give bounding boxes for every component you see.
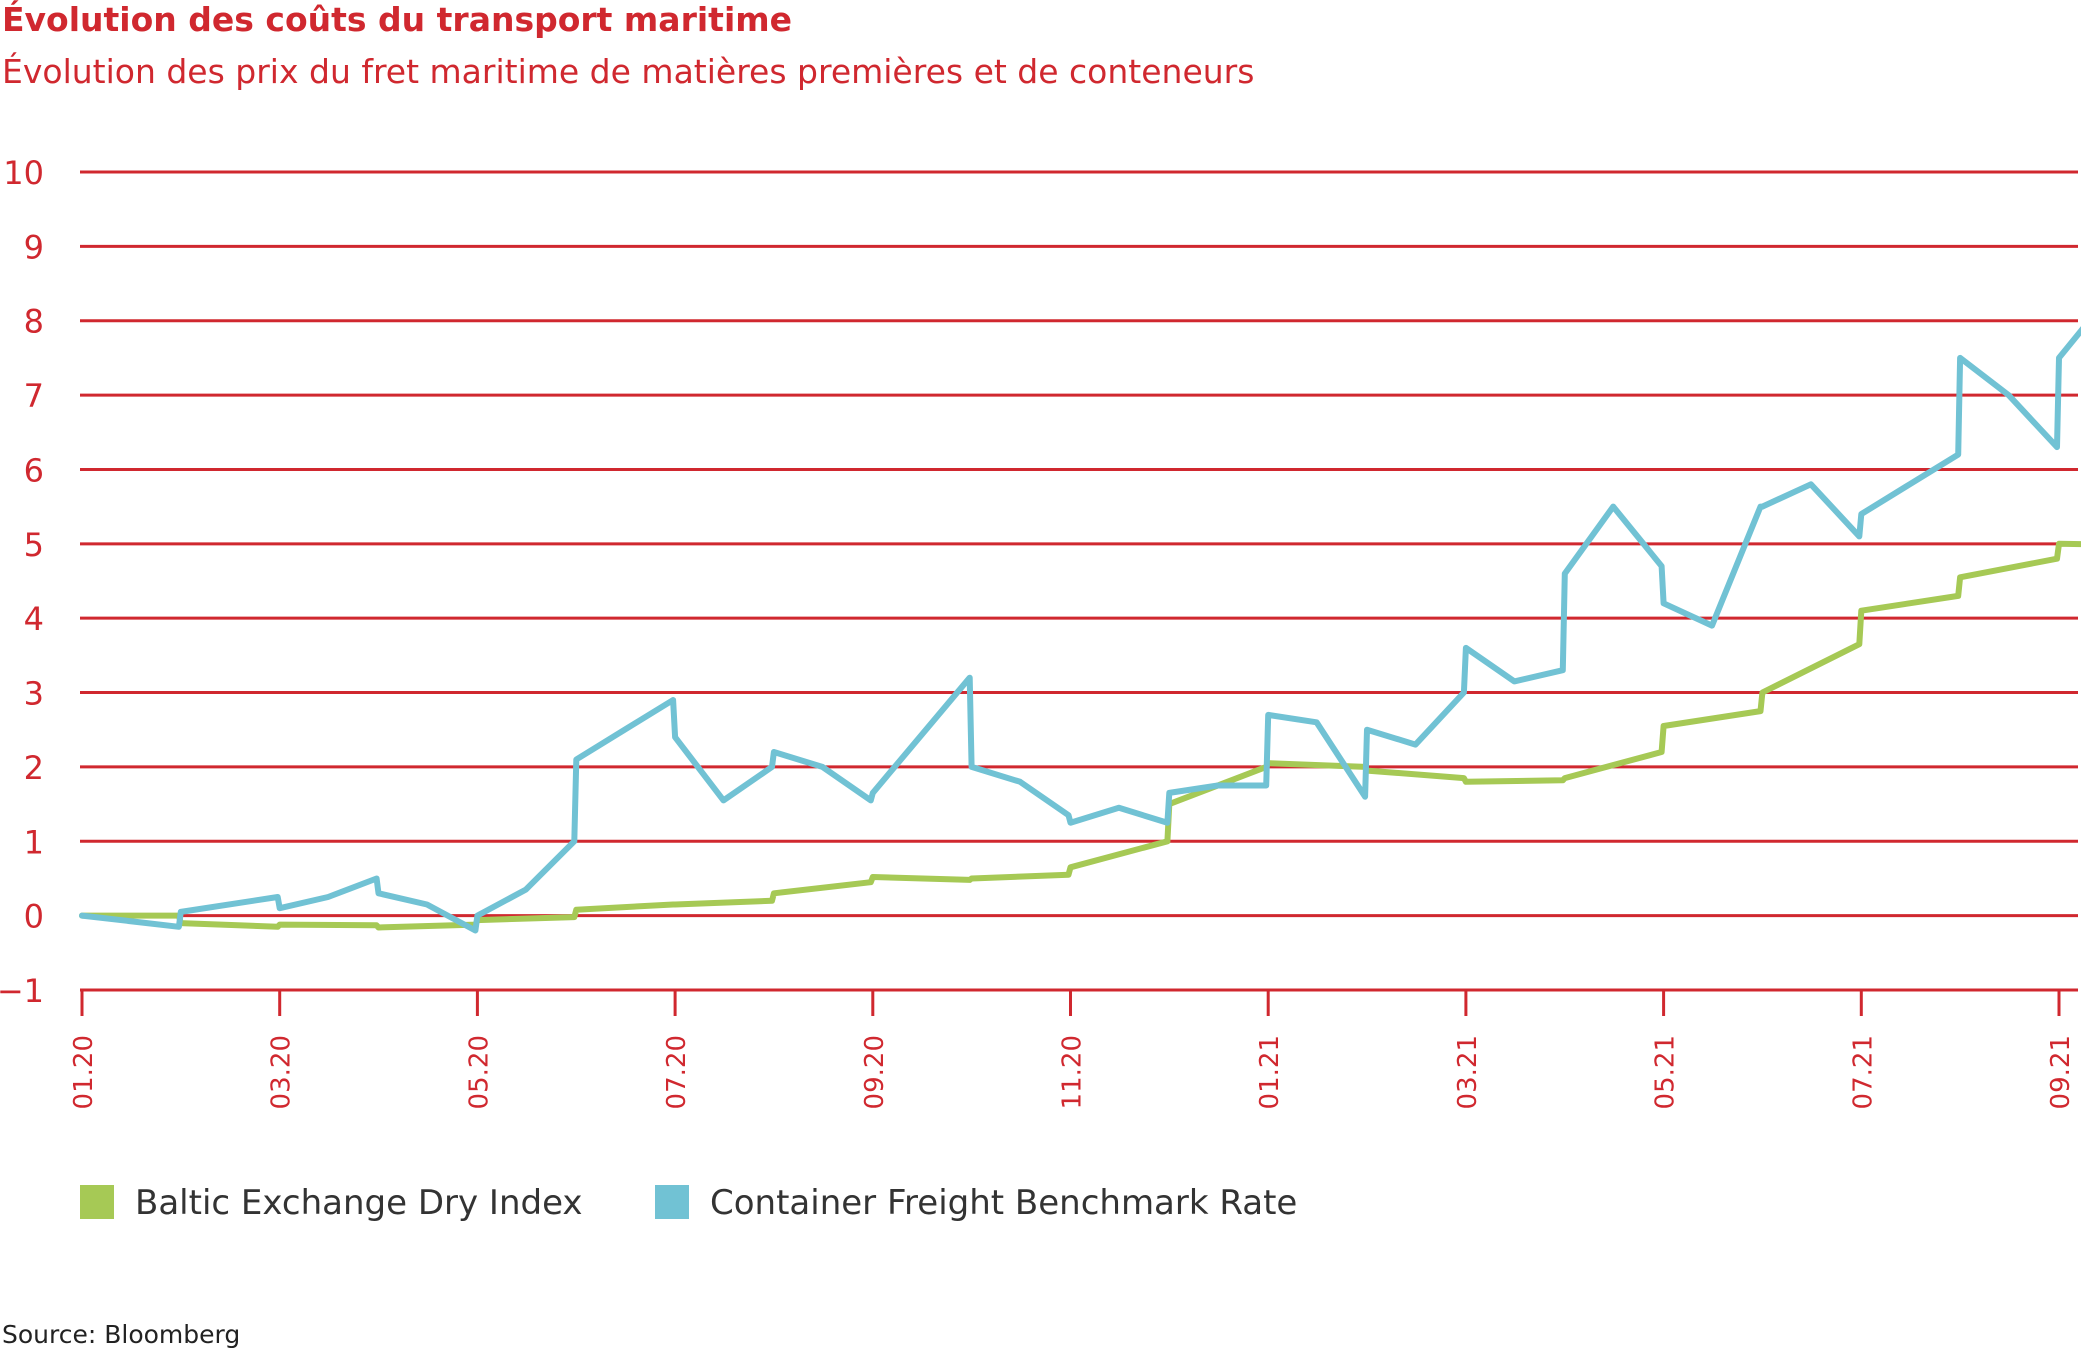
- y-tick-label: −1: [0, 972, 44, 1010]
- y-tick-label: 5: [24, 526, 44, 564]
- series-line-baltic: [79, 540, 2081, 931]
- x-tick-label: 05.20: [464, 1035, 494, 1109]
- x-tick-label: 03.20: [267, 1035, 297, 1109]
- y-tick-label: 2: [24, 749, 44, 787]
- x-tick-label: 03.21: [1453, 1035, 1483, 1109]
- legend: Baltic Exchange Dry Index Container Freig…: [80, 1183, 1297, 1223]
- y-tick-label: 1: [24, 823, 44, 861]
- source-note: Source: Bloomberg: [2, 1320, 241, 1349]
- x-tick-label: 09.21: [2046, 1035, 2076, 1109]
- y-tick-label: 0: [24, 898, 44, 936]
- legend-label: Baltic Exchange Dry Index: [135, 1183, 583, 1223]
- legend-swatch: [80, 1185, 114, 1219]
- series-lines: [79, 326, 2081, 934]
- gridlines: [80, 170, 2078, 918]
- y-tick-label: 9: [24, 228, 44, 266]
- chart-title: Évolution des coûts du transport maritim…: [2, 0, 793, 39]
- y-tick-label: 3: [24, 675, 44, 713]
- legend-swatch: [655, 1185, 689, 1219]
- x-tick-label: 01.21: [1255, 1035, 1285, 1109]
- x-tick-label: 11.20: [1058, 1035, 1088, 1109]
- y-axis-tick-labels: −1 0 1 2 3 4 5 6 7 8 9 10: [0, 154, 44, 1010]
- y-tick-label: 6: [24, 451, 44, 489]
- x-axis: 01.20 03.20 05.20 07.20 09.20 11.20 01.21 03.21…: [69, 988, 2078, 1109]
- x-tick-label: 07.21: [1848, 1035, 1878, 1109]
- x-tick-label: 05.21: [1651, 1035, 1681, 1109]
- y-tick-label: 7: [24, 377, 44, 415]
- x-tick-label: 07.20: [662, 1035, 692, 1109]
- x-tick-label: 09.20: [860, 1035, 890, 1109]
- chart-subtitle: Évolution des prix du fret maritime de m…: [2, 52, 1255, 91]
- series-line-container: [79, 326, 2081, 934]
- legend-label: Container Freight Benchmark Rate: [710, 1183, 1297, 1223]
- y-tick-label: 8: [24, 303, 44, 341]
- x-tick-label: 01.20: [69, 1035, 99, 1109]
- y-tick-label: 4: [24, 600, 44, 638]
- y-tick-label: 10: [3, 154, 44, 192]
